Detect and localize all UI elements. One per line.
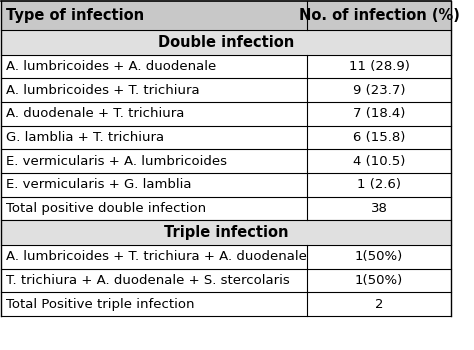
Text: 1 (2.6): 1 (2.6) [357,178,401,191]
Text: A. lumbricoides + A. duodenale: A. lumbricoides + A. duodenale [6,60,216,73]
Text: E. vermicularis + G. lamblia: E. vermicularis + G. lamblia [6,178,191,191]
Bar [1,269,451,292]
Bar [1,102,451,126]
Text: T. trichiura + A. duodenale + S. stercolaris: T. trichiura + A. duodenale + S. stercol… [6,274,290,287]
Text: E. vermicularis + A. lumbricoides: E. vermicularis + A. lumbricoides [6,155,227,168]
Bar [1,78,451,102]
Text: Total Positive triple infection: Total Positive triple infection [6,298,194,311]
Text: Double infection: Double infection [158,35,294,50]
Text: G. lamblia + T. trichiura: G. lamblia + T. trichiura [6,131,164,144]
Text: 9 (23.7): 9 (23.7) [353,84,405,97]
Text: A. lumbricoides + T. trichiura + A. duodenale: A. lumbricoides + T. trichiura + A. duod… [6,251,307,264]
Bar [1,126,451,149]
Text: 11 (28.9): 11 (28.9) [348,60,410,73]
Text: No. of infection (%): No. of infection (%) [299,8,459,23]
Bar [1,30,451,55]
Text: A. lumbricoides + T. trichiura: A. lumbricoides + T. trichiura [6,84,200,97]
Text: A. duodenale + T. trichiura: A. duodenale + T. trichiura [6,107,184,120]
Bar [1,1,451,30]
Text: 1(50%): 1(50%) [355,251,403,264]
Bar [1,55,451,78]
Text: 6 (15.8): 6 (15.8) [353,131,405,144]
Text: Type of infection: Type of infection [6,8,144,23]
Text: 38: 38 [371,202,387,215]
Bar [1,149,451,173]
Bar [1,220,451,245]
Text: 7 (18.4): 7 (18.4) [353,107,405,120]
Text: 2: 2 [375,298,383,311]
Text: 4 (10.5): 4 (10.5) [353,155,405,168]
Bar [1,245,451,269]
Bar [1,197,451,220]
Bar [1,173,451,197]
Bar [1,292,451,316]
Text: 1(50%): 1(50%) [355,274,403,287]
Text: Triple infection: Triple infection [164,225,288,240]
Text: Total positive double infection: Total positive double infection [6,202,206,215]
